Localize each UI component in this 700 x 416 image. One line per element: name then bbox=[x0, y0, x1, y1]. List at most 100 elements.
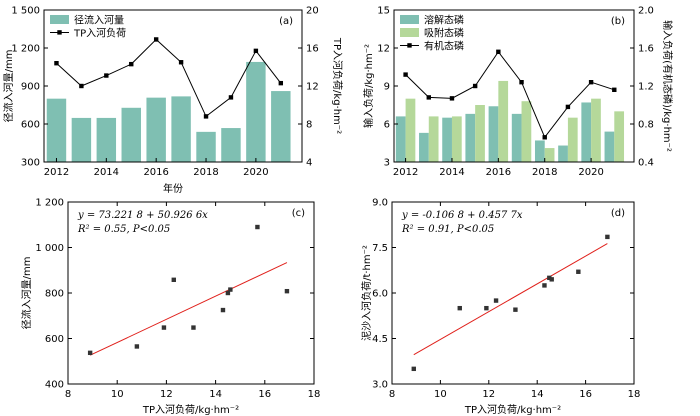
legend-marker-2 bbox=[407, 43, 412, 48]
x-tick-label: 2018 bbox=[193, 167, 218, 178]
point-tp-load-2012 bbox=[54, 61, 59, 66]
scatter-point-1 bbox=[457, 305, 462, 311]
regression-equation: y = 73.221 8 + 50.926 6x bbox=[77, 210, 208, 221]
scatter-point-1 bbox=[134, 344, 140, 349]
bar-dissolved-p-2021 bbox=[604, 131, 615, 162]
fit-line bbox=[413, 243, 608, 356]
scatter-point-9 bbox=[605, 234, 610, 240]
bar-runoff-2012 bbox=[46, 98, 67, 162]
x-tick-label: 14 bbox=[209, 389, 222, 400]
bar-dissolved-p-2012 bbox=[395, 116, 406, 162]
x-tick-label: 2012 bbox=[393, 167, 418, 178]
point-organic-p-2020 bbox=[588, 80, 594, 85]
point-tp-load-2019 bbox=[228, 95, 234, 100]
x-axis-label: 年份 bbox=[163, 182, 183, 195]
bar-dissolved-p-2019 bbox=[558, 145, 568, 162]
bar-dissolved-p-2013 bbox=[419, 132, 429, 162]
bar-adsorbed-p-2020 bbox=[591, 98, 601, 162]
bar-runoff-2014 bbox=[96, 117, 117, 162]
y-tick-label: 3 bbox=[384, 158, 390, 169]
point-tp-load-2013 bbox=[79, 83, 84, 89]
x-tick-label: 10 bbox=[434, 389, 447, 400]
y2-tick-label: 8 bbox=[306, 120, 312, 131]
bar-adsorbed-p-2012 bbox=[405, 98, 416, 162]
scatter-point-4 bbox=[513, 307, 518, 312]
legend-swatch-1 bbox=[400, 28, 419, 37]
legend-label-1: 吸附态磷 bbox=[424, 27, 464, 40]
legend-label-2: 有机态磷 bbox=[424, 40, 464, 53]
y2-tick-label: 2.0 bbox=[638, 6, 654, 17]
x-tick-label: 2014 bbox=[94, 167, 119, 178]
point-organic-p-2013 bbox=[426, 95, 431, 100]
bar-adsorbed-p-2013 bbox=[428, 116, 439, 162]
y2-tick-label: 20 bbox=[306, 6, 319, 17]
scatter-point-2 bbox=[161, 325, 167, 330]
x-tick-label: 2020 bbox=[578, 167, 603, 178]
scatter-point-6 bbox=[547, 275, 552, 281]
bar-adsorbed-p-2021 bbox=[614, 111, 625, 162]
panel-label: (d) bbox=[611, 208, 625, 219]
point-tp-load-2016 bbox=[153, 37, 159, 42]
y2-tick-label: 16 bbox=[306, 44, 319, 55]
point-tp-load-2017 bbox=[178, 60, 184, 65]
y-tick-label: 1 200 bbox=[35, 198, 64, 209]
scatter-point-4 bbox=[191, 325, 196, 330]
x-tick-label: 14 bbox=[531, 389, 544, 400]
bar-runoff-2016 bbox=[146, 97, 166, 162]
x-tick-label: 8 bbox=[389, 389, 395, 400]
point-tp-load-2018 bbox=[203, 114, 209, 119]
x-tick-label: 2016 bbox=[486, 167, 511, 178]
scatter-point-0 bbox=[411, 366, 416, 372]
point-tp-load-2021 bbox=[278, 80, 284, 86]
line-tp-load bbox=[56, 38, 282, 118]
x-tick-label: 2016 bbox=[143, 167, 168, 178]
bar-dissolved-p-2016 bbox=[488, 106, 499, 162]
y-axis-label: 径流入河量/mm bbox=[2, 50, 15, 123]
x-tick-label: 2014 bbox=[439, 167, 464, 178]
x-tick-label: 8 bbox=[65, 389, 71, 400]
regression-r2: R² = 0.91, P<0.05 bbox=[401, 224, 494, 235]
y-tick-label: 7.5 bbox=[372, 243, 388, 254]
scatter-point-8 bbox=[576, 269, 581, 274]
point-organic-p-2015 bbox=[472, 83, 478, 89]
y-tick-label: 800 bbox=[45, 289, 64, 300]
x-axis-label: TP入河负荷/kg·hm⁻² bbox=[464, 403, 561, 416]
bar-runoff-2017 bbox=[171, 96, 191, 162]
legend-swatch-0 bbox=[50, 15, 69, 24]
bar-adsorbed-p-2014 bbox=[451, 116, 462, 162]
x-tick-label: 16 bbox=[579, 389, 592, 400]
scatter-point-3 bbox=[493, 298, 499, 303]
y-tick-label: 9.0 bbox=[372, 198, 388, 209]
scatter-point-7 bbox=[549, 277, 554, 282]
bar-dissolved-p-2018 bbox=[534, 140, 545, 162]
y2-axis-label: 输入负荷(有机态磷)/kg·hm⁻² bbox=[661, 20, 674, 152]
x-tick-label: 16 bbox=[258, 389, 271, 400]
y-tick-label: 600 bbox=[45, 334, 64, 345]
point-organic-p-2019 bbox=[565, 104, 571, 110]
point-organic-p-2017 bbox=[519, 80, 524, 85]
scatter-point-5 bbox=[542, 283, 547, 288]
bar-adsorbed-p-2018 bbox=[544, 148, 555, 162]
point-tp-load-2014 bbox=[104, 73, 109, 78]
panel-label: (a) bbox=[279, 16, 293, 27]
y-tick-label: 300 bbox=[21, 158, 40, 169]
bar-adsorbed-p-2019 bbox=[567, 117, 578, 162]
bar-dissolved-p-2014 bbox=[442, 117, 452, 162]
scatter-point-3 bbox=[171, 277, 176, 283]
scatter-point-9 bbox=[284, 288, 290, 294]
y-axis-label: 泥沙入河负荷/t·hm⁻² bbox=[360, 245, 373, 341]
y-tick-label: 6 bbox=[384, 120, 390, 131]
y-tick-label: 15 bbox=[377, 6, 390, 17]
y-tick-label: 600 bbox=[21, 120, 40, 131]
fit-line bbox=[89, 262, 288, 356]
x-tick-label: 2020 bbox=[243, 167, 268, 178]
y2-tick-label: 1.6 bbox=[638, 44, 654, 55]
y-tick-label: 1 000 bbox=[35, 243, 64, 254]
scatter-point-2 bbox=[484, 305, 489, 311]
point-organic-p-2016 bbox=[496, 49, 501, 54]
y-tick-label: 4.5 bbox=[372, 334, 388, 345]
y2-tick-label: 0.8 bbox=[638, 120, 654, 131]
legend-label-0: 径流入河量 bbox=[74, 14, 124, 27]
y-tick-label: 400 bbox=[45, 380, 64, 391]
